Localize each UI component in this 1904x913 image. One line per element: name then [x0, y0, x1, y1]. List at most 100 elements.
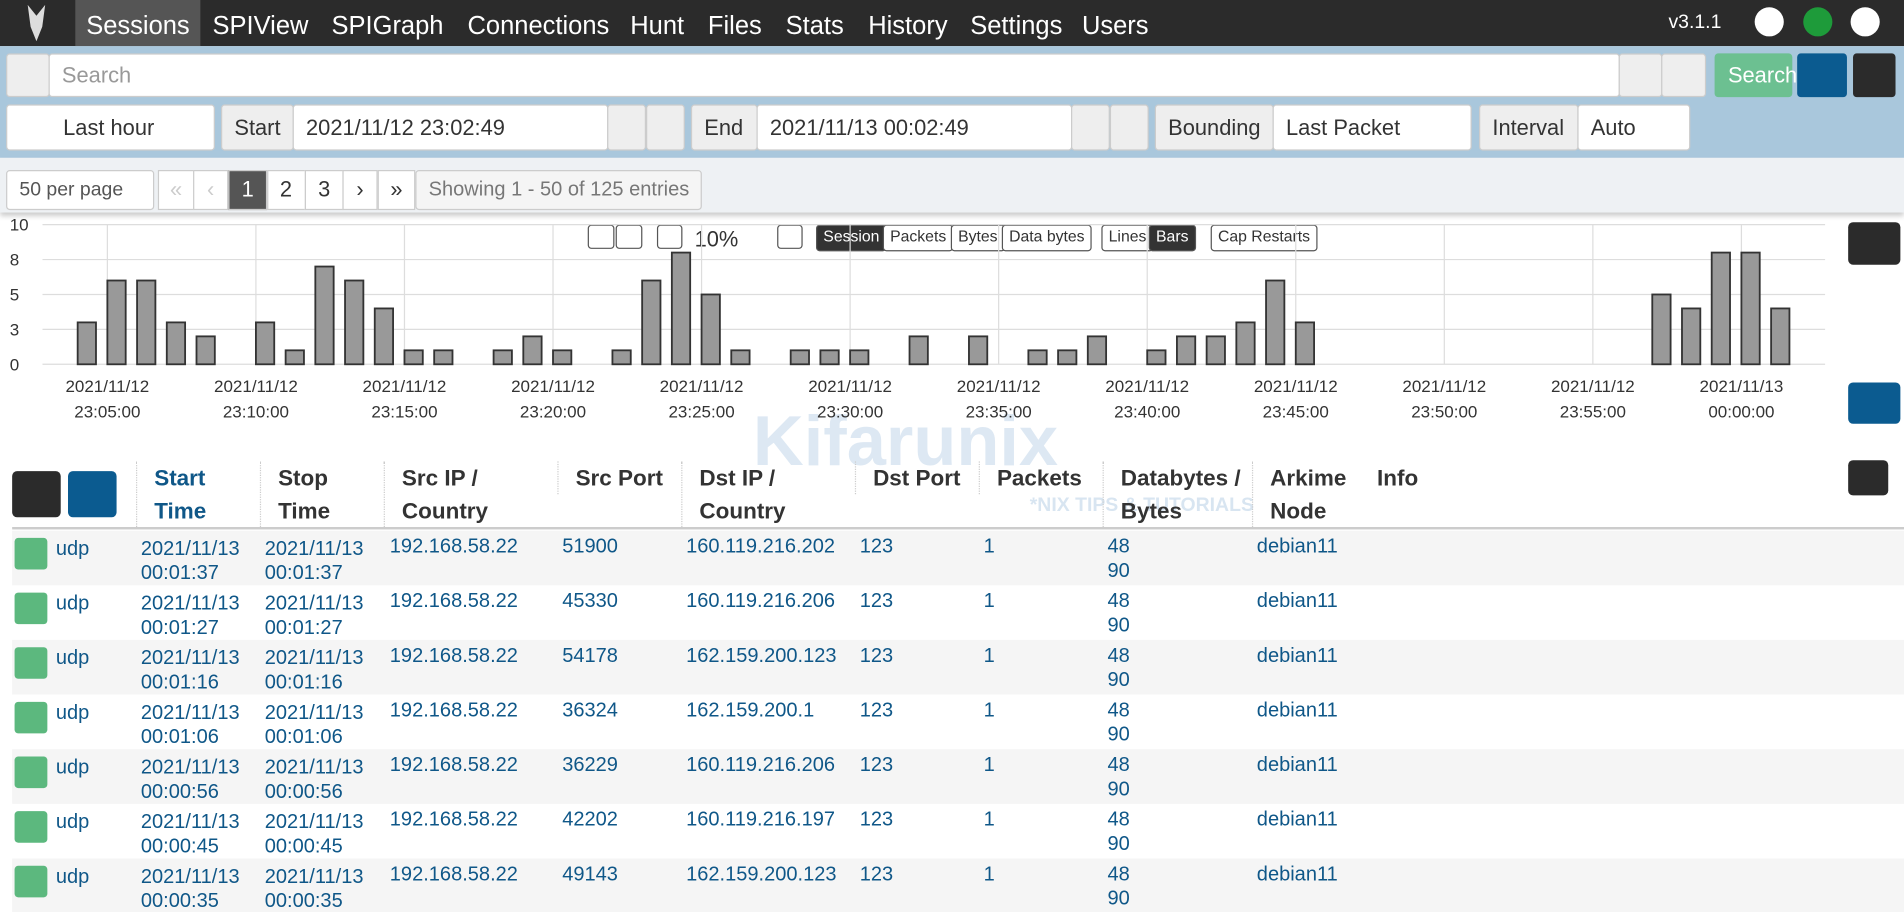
graph-type[interactable]: Bytes — [950, 224, 1005, 252]
nav-item[interactable]: Users — [1081, 12, 1149, 41]
nav-item[interactable]: SPIView — [212, 12, 309, 41]
cell[interactable]: 1 — [983, 535, 995, 558]
cell[interactable]: debian11 — [1256, 644, 1338, 667]
cell[interactable]: 1 — [983, 590, 995, 613]
cell[interactable]: 90 — [1107, 614, 1130, 637]
column-header[interactable]: Info — [1377, 465, 1419, 491]
per-page-select[interactable]: 50 per page — [6, 170, 155, 211]
cell[interactable]: 192.168.58.22 — [389, 808, 518, 831]
cell[interactable]: debian11 — [1256, 754, 1338, 776]
column-header[interactable]: Packets — [978, 461, 1094, 495]
info-icon[interactable] — [1803, 7, 1833, 37]
cell[interactable]: 90 — [1107, 559, 1130, 582]
cell[interactable]: 90 — [1107, 723, 1130, 746]
cell[interactable]: 123 — [859, 754, 894, 776]
bounding-select[interactable]: Last Packet — [1272, 104, 1472, 151]
cell[interactable]: 48 — [1107, 808, 1130, 831]
graph-type[interactable]: Packets — [882, 224, 954, 252]
actions-button[interactable] — [1853, 53, 1896, 98]
cell[interactable]: 123 — [859, 535, 894, 558]
end-input[interactable]: 2021/11/13 00:02:49 — [756, 104, 1073, 151]
cell[interactable]: udp — [55, 865, 90, 888]
cell[interactable]: 1 — [983, 808, 995, 831]
cap-restarts[interactable]: Cap Restarts — [1210, 224, 1318, 252]
expand-button[interactable] — [14, 647, 48, 679]
cell[interactable]: 1 — [983, 644, 995, 667]
cell[interactable]: udp — [55, 647, 90, 670]
nav-item[interactable]: SPIGraph — [331, 12, 444, 41]
cell[interactable]: 48 — [1107, 754, 1130, 776]
series-style[interactable]: Lines — [1101, 224, 1154, 252]
split-view-button[interactable] — [68, 471, 117, 518]
last-page[interactable]: » — [377, 170, 416, 211]
column-header[interactable]: Start Time — [136, 461, 251, 528]
search-input[interactable]: Search — [48, 53, 1620, 98]
cell[interactable]: 123 — [859, 644, 894, 667]
expand-button[interactable] — [14, 592, 48, 625]
cell[interactable]: 1 — [983, 699, 995, 722]
clear-button[interactable] — [1661, 53, 1707, 98]
cell[interactable]: 162.159.200.1 — [686, 699, 815, 722]
cell[interactable]: 48 — [1107, 644, 1130, 667]
nav-item[interactable]: Files — [707, 12, 762, 41]
nav-item[interactable]: Stats — [785, 12, 844, 41]
time-range[interactable]: Last hour — [6, 104, 215, 151]
nav-item[interactable]: Sessions — [75, 0, 201, 47]
cell[interactable]: 49143 — [562, 863, 618, 886]
collapse-icon[interactable] — [1850, 7, 1880, 37]
page-button[interactable]: 3 — [304, 170, 344, 211]
cell[interactable]: udp — [55, 592, 90, 615]
expand-button[interactable] — [14, 537, 48, 570]
nav-item[interactable]: History — [868, 12, 948, 41]
cell[interactable]: udp — [55, 756, 90, 779]
cell[interactable]: 45330 — [562, 590, 618, 613]
cell[interactable]: 192.168.58.22 — [389, 590, 518, 613]
cell[interactable]: 123 — [859, 590, 894, 613]
start-next[interactable] — [646, 104, 685, 151]
cell[interactable]: 36324 — [562, 699, 618, 722]
nav-item[interactable]: Connections — [467, 12, 610, 41]
cell[interactable]: udp — [55, 811, 90, 834]
column-header[interactable]: Stop Time — [259, 461, 375, 528]
nav-item[interactable]: Settings — [970, 12, 1063, 41]
cell[interactable]: 1 — [983, 863, 995, 886]
cell[interactable]: debian11 — [1256, 590, 1338, 613]
grid-view-button[interactable] — [12, 471, 61, 518]
cell[interactable]: 123 — [859, 808, 894, 831]
cell[interactable]: udp — [55, 701, 90, 724]
cell[interactable]: 192.168.58.22 — [389, 535, 518, 558]
column-header[interactable]: Arkime Node — [1251, 461, 1361, 528]
search-button[interactable]: Search — [1714, 53, 1797, 98]
cell[interactable]: 36229 — [562, 754, 618, 776]
zoom-select[interactable]: 10% — [694, 227, 739, 252]
next-page[interactable]: › — [342, 170, 378, 211]
column-header[interactable]: Src IP / Country — [383, 461, 548, 528]
expand-button[interactable] — [14, 756, 48, 789]
cell[interactable]: 162.159.200.123 — [686, 863, 837, 886]
cell[interactable]: debian11 — [1256, 863, 1338, 886]
nav-item[interactable]: Hunt — [630, 12, 685, 41]
view-button[interactable] — [1797, 53, 1847, 98]
cell[interactable]: 48 — [1107, 699, 1130, 722]
cell[interactable]: 192.168.58.22 — [389, 699, 518, 722]
cell[interactable]: 123 — [859, 863, 894, 886]
zoom-out[interactable] — [587, 224, 615, 249]
graph-type[interactable]: Data bytes — [1001, 224, 1092, 252]
cell[interactable]: 160.119.216.206 — [686, 754, 836, 776]
cell[interactable]: 90 — [1107, 833, 1130, 855]
start-input[interactable]: 2021/11/12 23:02:49 — [292, 104, 609, 151]
cell[interactable]: 90 — [1107, 887, 1130, 910]
cell[interactable]: 160.119.216.206 — [686, 590, 836, 613]
start-prev[interactable] — [607, 104, 647, 151]
pin-button[interactable] — [1848, 382, 1901, 424]
map-button[interactable] — [1848, 222, 1901, 265]
cell[interactable]: udp — [55, 537, 90, 560]
cell[interactable]: 42202 — [562, 808, 618, 831]
cell[interactable]: 123 — [859, 699, 894, 722]
cell[interactable]: 51900 — [562, 535, 618, 558]
cell[interactable]: 192.168.58.22 — [389, 644, 518, 667]
interval-select[interactable]: Auto — [1577, 104, 1691, 151]
cell[interactable]: debian11 — [1256, 535, 1338, 558]
cell[interactable]: 48 — [1107, 590, 1130, 613]
series-style[interactable]: Bars — [1148, 224, 1196, 252]
